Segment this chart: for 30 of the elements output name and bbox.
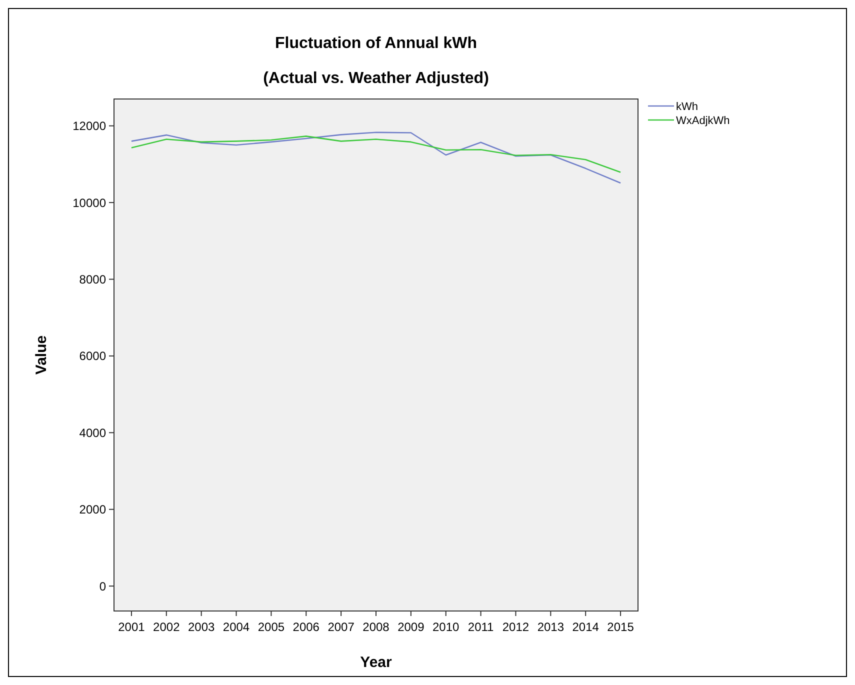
- x-tick-label: 2005: [258, 620, 285, 634]
- x-tick-label: 2006: [292, 620, 320, 634]
- line-series: [130, 136, 622, 173]
- x-tick-label: 2003: [188, 620, 216, 634]
- x-axis-title: Year: [360, 654, 392, 671]
- y-tick-label: 4000: [79, 426, 106, 440]
- x-tick-label: 2002: [153, 620, 180, 634]
- x-tick-label: 2007: [328, 620, 355, 634]
- x-tick-label: 2009: [398, 620, 425, 634]
- legend-label: kWh: [676, 100, 698, 113]
- x-tick-label: 2015: [607, 620, 634, 634]
- x-tick-label: 2011: [468, 620, 494, 634]
- y-tick-label: 10000: [72, 196, 106, 210]
- y-tick-label: 12000: [72, 119, 106, 134]
- y-tick-label: 6000: [79, 349, 106, 364]
- legend-label: WxAdjkWh: [676, 114, 730, 127]
- y-tick-label: 0: [99, 579, 106, 594]
- y-tick-label: 8000: [79, 272, 106, 286]
- x-tick-label: 2014: [572, 620, 600, 634]
- y-axis-title: Value: [33, 335, 50, 375]
- x-tick-label: 2001: [118, 620, 146, 634]
- line-series: [130, 132, 622, 184]
- x-tick-label: 2004: [222, 620, 250, 634]
- x-tick-label: 2013: [537, 620, 564, 634]
- x-tick-label: 2010: [432, 620, 460, 634]
- chart-subtitle: (Actual vs. Weather Adjusted): [263, 70, 489, 87]
- x-tick-label: 2008: [362, 620, 390, 634]
- y-tick-label: 2000: [79, 502, 106, 517]
- x-tick-label: 2012: [502, 620, 530, 634]
- chart-title: Fluctuation of Annual kWh: [274, 35, 478, 52]
